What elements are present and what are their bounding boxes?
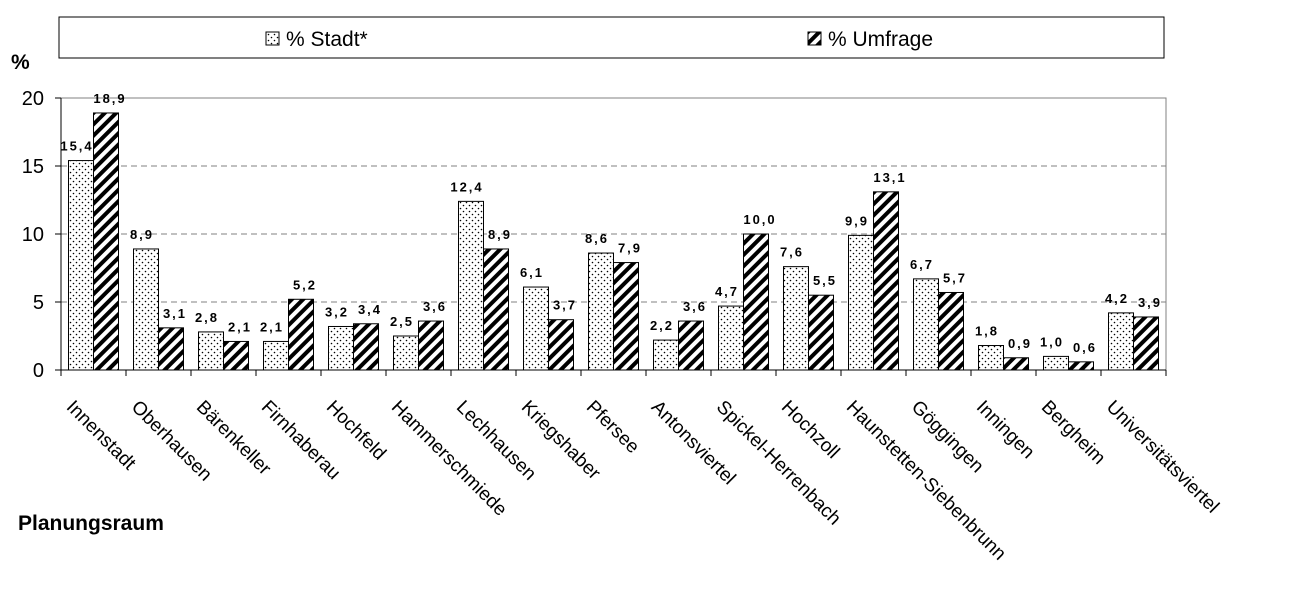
value-label: 2,5	[390, 314, 414, 329]
value-label: 7,9	[618, 241, 642, 256]
value-label: 6,7	[910, 257, 934, 272]
y-tick-label: 0	[33, 360, 44, 382]
bar-stadt	[523, 286, 549, 371]
bar-stadt	[653, 339, 679, 371]
value-label: 12,4	[450, 179, 483, 194]
value-label: 0,9	[1008, 336, 1032, 351]
bar-stadt	[68, 160, 94, 371]
bar-umfrage	[678, 320, 704, 371]
category-label: Innenstadt	[62, 397, 140, 475]
value-label: 6,1	[520, 265, 544, 280]
bar-stadt	[588, 252, 614, 371]
bar-umfrage	[483, 248, 509, 371]
legend-swatch-stadt	[265, 31, 280, 46]
bar-stadt	[1108, 312, 1134, 371]
y-axis-title: %	[11, 51, 30, 74]
category-label: Bergheim	[1037, 397, 1109, 469]
bar-stadt	[913, 278, 939, 371]
value-label: 2,2	[650, 318, 674, 333]
bar-stadt	[328, 325, 354, 371]
x-axis-title: Planungsraum	[18, 512, 164, 535]
bar-stadt	[133, 248, 159, 371]
value-label: 7,6	[780, 245, 804, 260]
x-axis-categories: InnenstadtOberhausenBärenkellerFirnhaber…	[62, 397, 1223, 565]
bar-umfrage	[613, 262, 639, 371]
bar-stadt	[718, 305, 744, 371]
bars	[68, 112, 1159, 371]
bar-umfrage	[1068, 361, 1094, 371]
legend-swatch-umfrage	[807, 31, 822, 46]
bar-stadt	[393, 335, 419, 371]
value-label: 4,2	[1105, 291, 1129, 306]
value-labels: 15,4 18,9 8,9 3,1 2,8 2,1 2,1 5,2 3,2 3,4 2,5 3,6 12…	[60, 91, 1162, 355]
bar-umfrage	[288, 298, 314, 371]
category-label: Pfersee	[582, 397, 643, 458]
bar-stadt	[263, 340, 289, 371]
bar-stadt	[198, 331, 224, 371]
value-label: 5,2	[293, 277, 317, 292]
bar-umfrage	[93, 112, 119, 371]
category-label: Hochfeld	[322, 397, 390, 465]
bar-stadt	[783, 266, 809, 371]
value-label: 5,7	[943, 270, 967, 285]
bar-umfrage	[353, 323, 379, 371]
bar-stadt	[978, 345, 1004, 371]
value-label: 8,6	[585, 231, 609, 246]
value-label: 8,9	[488, 227, 512, 242]
value-label: 3,1	[163, 306, 187, 321]
bar-umfrage	[873, 191, 899, 371]
value-label: 1,0	[1040, 334, 1064, 349]
bar-stadt	[1043, 355, 1069, 371]
value-label: 10,0	[743, 212, 776, 227]
bar-stadt	[458, 200, 484, 371]
legend-label-umfrage: % Umfrage	[828, 28, 933, 51]
value-label: 15,4	[60, 139, 93, 154]
bar-umfrage	[548, 319, 574, 371]
bar-umfrage	[808, 294, 834, 371]
y-tick-label: 15	[22, 156, 44, 178]
category-label: Inningen	[972, 397, 1038, 463]
category-label: Spickel-Herrenbach	[712, 397, 845, 530]
bar-umfrage	[1133, 316, 1159, 371]
value-label: 3,2	[325, 304, 349, 319]
bar-umfrage	[1003, 357, 1029, 371]
value-label: 3,4	[358, 302, 382, 317]
category-label: Hammerschmiede	[387, 397, 511, 521]
value-label: 9,9	[845, 213, 869, 228]
value-label: 18,9	[93, 91, 126, 106]
category-label: Hochzoll	[777, 397, 843, 463]
value-label: 8,9	[130, 227, 154, 242]
y-tick-label: 20	[22, 88, 44, 110]
value-label: 5,5	[813, 273, 837, 288]
value-label: 2,1	[260, 319, 284, 334]
value-label: 4,7	[715, 284, 739, 299]
value-label: 13,1	[873, 170, 906, 185]
bar-stadt	[848, 234, 874, 371]
bar-umfrage	[158, 327, 184, 371]
value-label: 2,8	[195, 310, 219, 325]
value-label: 3,6	[683, 299, 707, 314]
value-label: 0,6	[1073, 340, 1097, 355]
bar-umfrage	[223, 340, 249, 371]
bar-umfrage	[418, 320, 444, 371]
value-label: 2,1	[228, 319, 252, 334]
legend-box	[58, 16, 1165, 59]
y-tick-label: 10	[22, 224, 44, 246]
legend-label-stadt: % Stadt*	[286, 28, 368, 51]
category-label: Universitätsviertel	[1102, 397, 1223, 518]
value-label: 1,8	[975, 324, 999, 339]
bar-umfrage	[938, 291, 964, 371]
value-label: 3,7	[553, 298, 577, 313]
bar-umfrage	[743, 233, 769, 371]
value-label: 3,6	[423, 299, 447, 314]
value-label: 3,9	[1138, 295, 1162, 310]
y-tick-label: 5	[33, 292, 44, 314]
